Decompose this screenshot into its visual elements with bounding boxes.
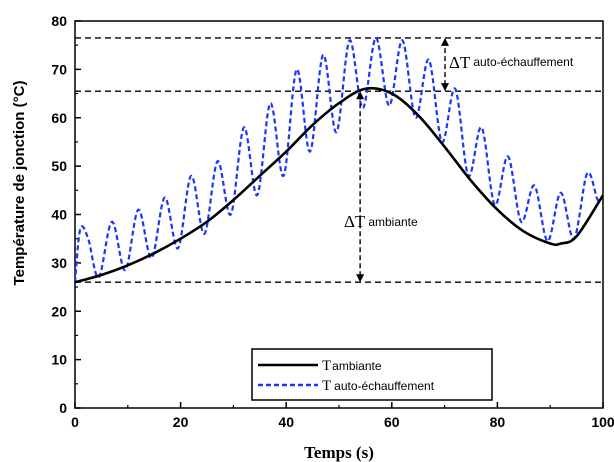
y-tick-label: 30	[51, 255, 67, 271]
delta-arrows	[356, 37, 449, 283]
delta-ambient-label: ΔT ambiante	[344, 212, 418, 231]
reference-lines	[75, 37, 603, 283]
x-tick-label: 20	[173, 414, 189, 430]
y-tick-label: 10	[51, 352, 67, 368]
delta-self-heating-arrow-head	[441, 83, 449, 92]
y-tick-label: 60	[51, 110, 67, 126]
delta-self-heating-arrow-head	[441, 37, 449, 46]
y-axis-label: Température de jonction (°C)	[11, 81, 28, 286]
axis-ticks: 0 20 40 60 80 100 0 10 20 30 40 50 60 70 80	[51, 13, 614, 430]
legend-box	[251, 348, 493, 401]
series-line-auto-echauffement	[73, 36, 604, 283]
x-tick-label: 40	[278, 414, 294, 430]
x-tick-label: 80	[490, 414, 506, 430]
x-tick-label: 60	[384, 414, 400, 430]
series-line-ambiante	[74, 86, 605, 284]
x-tick-label: 100	[591, 414, 614, 430]
delta-self-heating-label: ΔT auto-échauffement	[449, 53, 574, 72]
y-tick-label: 50	[51, 158, 67, 174]
x-tick-label: 0	[71, 414, 79, 430]
delta-ambient-arrow-head	[356, 91, 365, 100]
y-tick-label: 20	[51, 303, 67, 319]
y-tick-label: 40	[51, 207, 67, 223]
y-tick-label: 0	[59, 400, 67, 416]
y-tick-label: 70	[51, 61, 67, 77]
series-group	[73, 36, 605, 284]
legend-label-ambiante: Tambiante	[322, 358, 382, 374]
delta-ambient-arrow-head	[356, 274, 365, 283]
x-axis-label: Temps (s)	[304, 443, 374, 462]
y-tick-label: 80	[51, 13, 67, 29]
